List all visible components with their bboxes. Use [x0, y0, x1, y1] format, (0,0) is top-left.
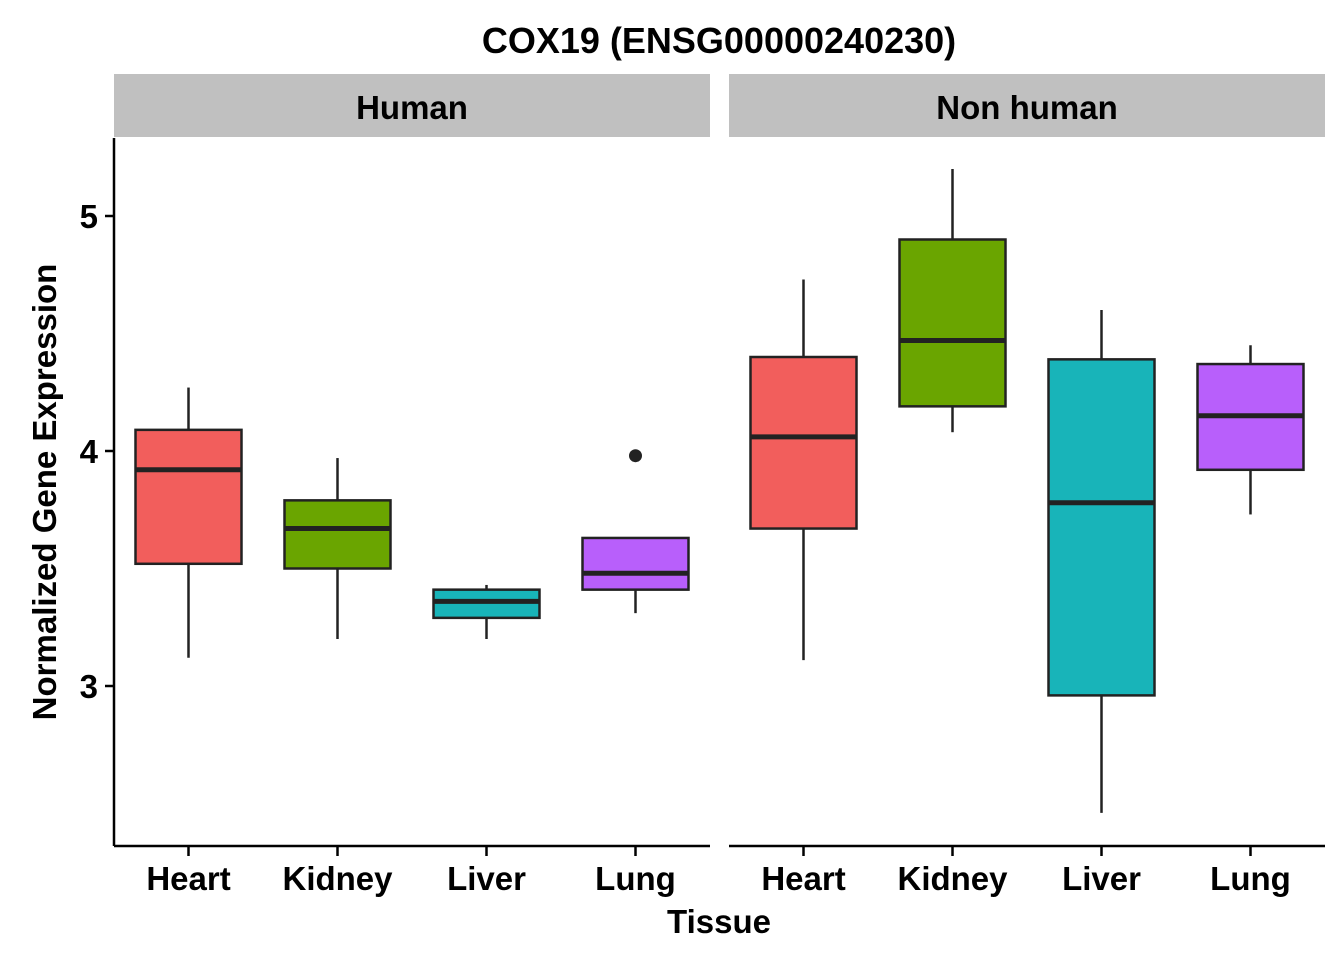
- x-tick-label: Lung: [1210, 860, 1291, 897]
- y-tick-label: 5: [80, 198, 98, 235]
- x-tick-label: Lung: [595, 860, 676, 897]
- facet-strip: [729, 74, 1325, 137]
- x-tick-label: Liver: [447, 860, 526, 897]
- box-heart: [134, 428, 243, 566]
- box-lung: [581, 536, 690, 591]
- y-tick-label: 4: [80, 433, 99, 470]
- y-tick-label: 3: [80, 668, 98, 705]
- chart-title: COX19 (ENSG00000240230): [482, 20, 956, 61]
- y-axis-title: Normalized Gene Expression: [26, 264, 63, 721]
- x-tick-label: Kidney: [897, 860, 1008, 897]
- facet-strip: [114, 74, 710, 137]
- outlier-point: [629, 449, 642, 463]
- facet-strip-label: Human: [356, 89, 468, 126]
- facet-panel-1: Human 3 4 5 Heart Kidney Liver Lung: [80, 74, 710, 897]
- facet-panel-2: Non human Heart Kidney Liver Lung: [729, 74, 1325, 897]
- box-heart: [749, 355, 858, 530]
- facet-strip-label: Non human: [936, 89, 1117, 126]
- box-kidney: [898, 238, 1007, 408]
- x-tick-label: Liver: [1062, 860, 1141, 897]
- x-axis-title: Tissue: [667, 903, 771, 940]
- x-tick-label: Kidney: [282, 860, 393, 897]
- box-liver: [1047, 358, 1156, 697]
- box-kidney: [283, 499, 392, 570]
- x-tick-label: Heart: [146, 860, 230, 897]
- x-tick-label: Heart: [761, 860, 845, 897]
